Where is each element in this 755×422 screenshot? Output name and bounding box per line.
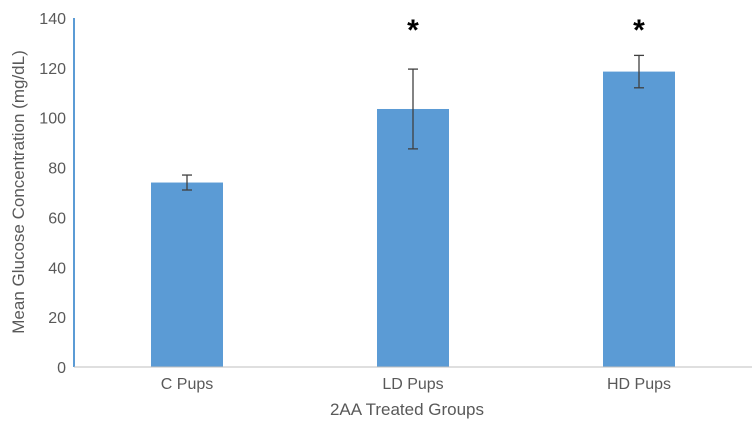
y-axis: 0 20 40 60 80 100 120 140 bbox=[39, 11, 75, 377]
x-tick-label: HD Pups bbox=[607, 376, 671, 393]
y-tick-label: 140 bbox=[39, 11, 66, 28]
y-tick-label: 0 bbox=[57, 360, 66, 377]
x-tick-label: C Pups bbox=[161, 376, 213, 393]
bars: * * bbox=[151, 14, 675, 367]
significance-asterisk: * bbox=[407, 14, 419, 47]
y-tick-label: 60 bbox=[48, 210, 66, 227]
x-axis: C Pups LD Pups HD Pups bbox=[74, 366, 752, 393]
x-tick-label: LD Pups bbox=[382, 376, 443, 393]
y-tick-label: 20 bbox=[48, 310, 66, 327]
y-tick-label: 120 bbox=[39, 61, 66, 78]
bar bbox=[377, 108, 449, 367]
y-tick-label: 100 bbox=[39, 111, 66, 128]
bar bbox=[151, 182, 223, 367]
x-axis-title: 2AA Treated Groups bbox=[330, 400, 484, 419]
y-axis-title: Mean Glucose Concentration (mg/dL) bbox=[9, 50, 28, 333]
y-tick-label: 80 bbox=[48, 161, 66, 178]
significance-asterisk: * bbox=[633, 14, 645, 47]
bar bbox=[603, 71, 675, 367]
y-tick-label: 40 bbox=[48, 260, 66, 277]
